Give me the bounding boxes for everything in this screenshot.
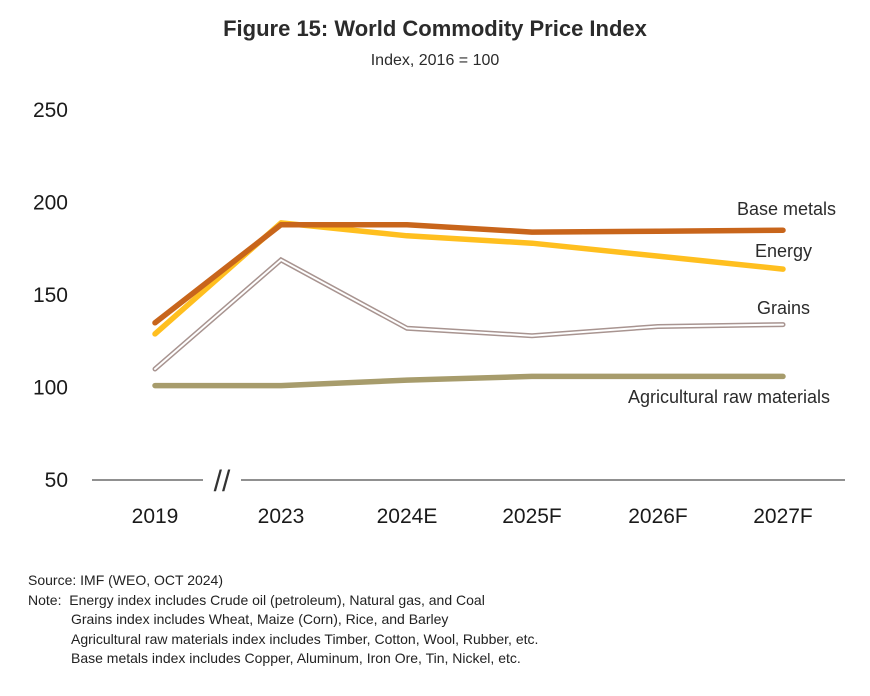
x-axis-ticks: 2019 2023 2024E 2025F 2026F 2027F [132,505,813,528]
series-label-energy: Energy [755,241,812,261]
y-tick-label: 200 [33,192,68,215]
note-text-1: Grains index includes Wheat, Maize (Corn… [71,611,449,627]
x-axis: // [92,465,845,498]
y-axis: 50 100 150 200 250 [33,99,68,492]
series-label-agricultural-raw-materials: Agricultural raw materials [628,387,830,407]
series-lines [152,220,786,389]
series-line-energy [152,220,786,337]
note-text-0: Energy index includes Crude oil (petrole… [69,591,485,608]
note-row-0: Note: Energy index includes Crude oil (p… [28,591,538,611]
chart-subtitle: Index, 2016 = 100 [370,52,500,69]
series-line-grains-inner [154,258,784,370]
series-line-base-metals [152,221,786,326]
y-tick-label: 250 [33,99,68,122]
series-line-grains-outer [152,256,786,372]
line-chart: 50 100 150 200 250 // 2019 2023 2024E 2025F 2026… [33,99,845,528]
x-tick-label: 2019 [132,505,179,528]
x-tick-label: 2024E [377,505,438,528]
chart-title: Figure 15: World Commodity Price Index [223,16,647,41]
source-note: Source: IMF (WEO, OCT 2024) [28,572,224,588]
y-tick-label: 50 [45,469,68,492]
x-tick-label: 2026F [628,505,688,528]
note-text-3: Base metals index includes Copper, Alumi… [71,650,521,666]
series-label-base-metals: Base metals [737,199,836,219]
y-tick-label: 100 [33,377,68,400]
axis-break-marker: // [214,465,231,498]
note-label: Note: [28,591,62,608]
series-line-agricultural-raw-materials [152,373,786,389]
x-tick-label: 2025F [502,505,562,528]
x-tick-label: 2023 [258,505,305,528]
note-text-2: Agricultural raw materials index include… [71,630,539,647]
series-labels: Base metals Energy Grains Agricultural raw … [628,199,836,407]
x-tick-label: 2027F [753,505,813,528]
series-label-grains: Grains [757,298,810,318]
y-tick-label: 150 [33,284,68,307]
footnotes: Source: IMF (WEO, OCT 2024) Note: Energy… [28,571,538,669]
